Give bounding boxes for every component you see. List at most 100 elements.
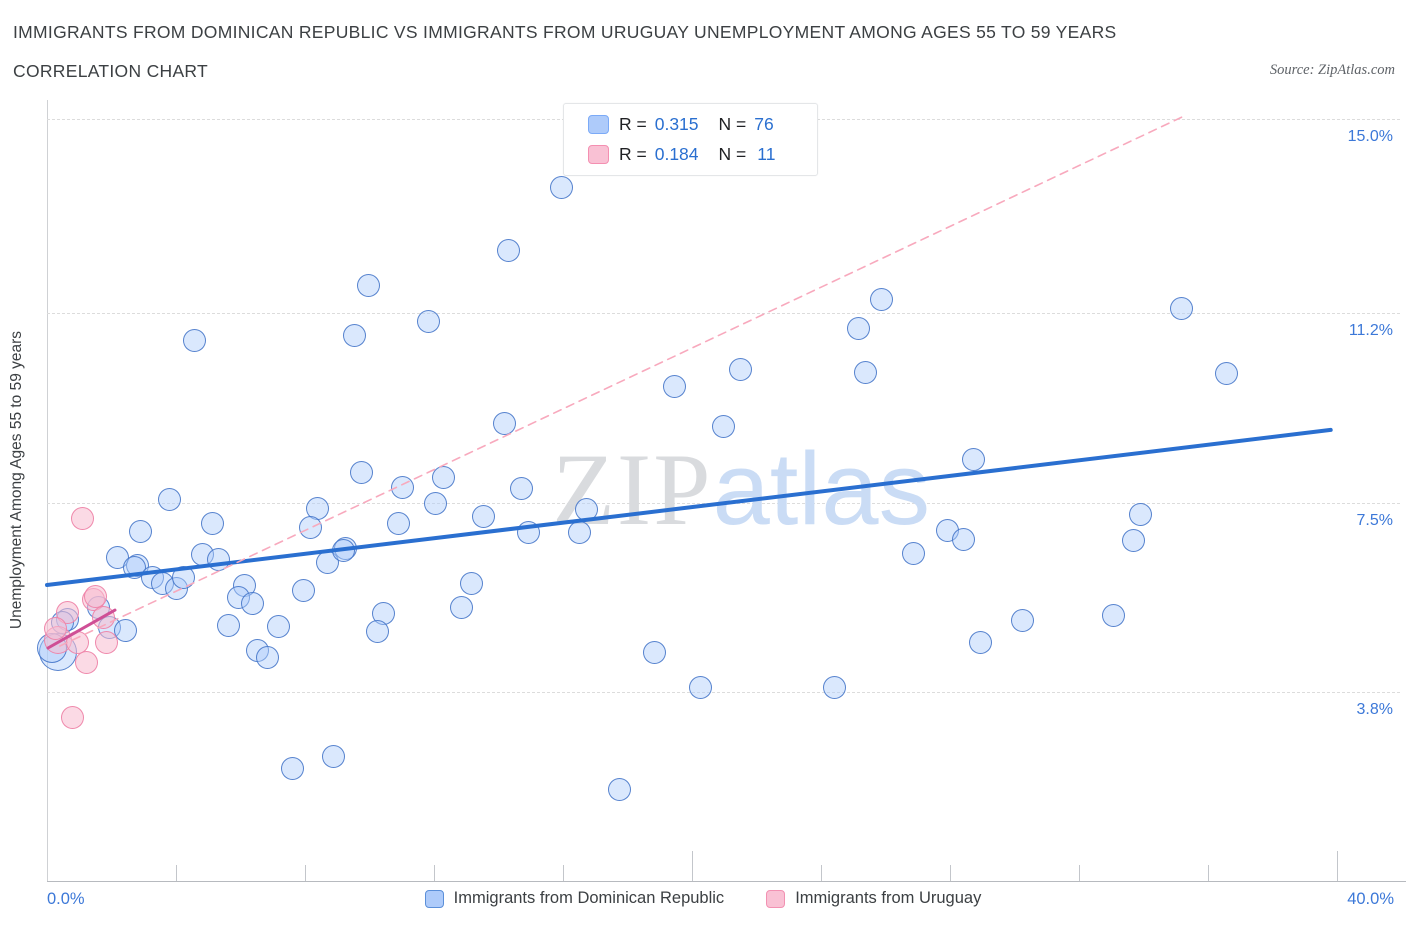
dominican-swatch-icon bbox=[424, 889, 444, 908]
x-tick bbox=[305, 865, 306, 881]
data-point-blue bbox=[662, 375, 686, 399]
data-point-blue bbox=[567, 521, 591, 545]
data-point-blue bbox=[902, 542, 926, 566]
data-point-blue bbox=[961, 447, 985, 471]
data-point-blue bbox=[256, 645, 280, 669]
data-point-blue bbox=[822, 676, 846, 700]
legend-row-dominican: R = 0.315 N = 76 bbox=[564, 112, 817, 138]
legend-item-uruguay: Immigrants from Uruguay bbox=[766, 889, 981, 908]
data-point-blue bbox=[1102, 604, 1126, 628]
data-point-blue bbox=[642, 640, 666, 664]
y-axis-title: Unemployment Among Ages 55 to 59 years bbox=[8, 330, 25, 630]
data-point-blue bbox=[869, 288, 893, 312]
x-tick bbox=[950, 865, 951, 881]
x-tick bbox=[1079, 865, 1080, 881]
data-point-blue bbox=[711, 415, 735, 439]
x-tick bbox=[821, 865, 822, 881]
n-label: N = bbox=[718, 114, 747, 134]
legend-item-dominican: Immigrants from Dominican Republic bbox=[424, 889, 725, 908]
y-tick-label: 3.8% bbox=[1356, 701, 1393, 718]
data-point-blue bbox=[321, 744, 345, 768]
y-axis-line bbox=[47, 100, 48, 881]
chart-title: IMMIGRANTS FROM DOMINICAN REPUBLIC VS IM… bbox=[13, 22, 1117, 42]
data-point-blue bbox=[549, 175, 573, 199]
data-point-blue bbox=[496, 238, 520, 262]
data-point-blue bbox=[607, 778, 631, 802]
r-value-dominican: 0.315 bbox=[654, 114, 699, 134]
y-tick-label: 7.5% bbox=[1356, 511, 1393, 529]
uruguay-swatch-icon bbox=[766, 889, 786, 908]
r-label: R = bbox=[619, 114, 647, 134]
trend-line-dashed bbox=[59, 115, 1185, 647]
data-point-blue bbox=[350, 461, 374, 485]
data-point-pink bbox=[91, 606, 115, 630]
data-point-blue bbox=[391, 475, 415, 499]
n-label: N = bbox=[718, 144, 747, 164]
data-point-blue bbox=[1129, 503, 1153, 527]
x-tick bbox=[434, 865, 435, 881]
data-point-blue bbox=[182, 329, 206, 353]
data-point-blue bbox=[510, 477, 534, 501]
legend-swatch-dominican-icon bbox=[588, 115, 609, 134]
data-point-blue bbox=[969, 631, 993, 655]
data-point-blue bbox=[1121, 528, 1145, 552]
legend-label-uruguay: Immigrants from Uruguay bbox=[795, 889, 982, 907]
watermark-atlas: atlas bbox=[712, 431, 931, 546]
data-point-blue bbox=[240, 591, 264, 615]
data-point-pink bbox=[83, 585, 107, 609]
legend-label-dominican: Immigrants from Dominican Republic bbox=[453, 889, 725, 907]
chart-subtitle: CORRELATION CHART bbox=[13, 61, 209, 81]
n-value-uruguay: 11 bbox=[757, 144, 776, 164]
legend-row-uruguay: R = 0.184 N = 11 bbox=[564, 142, 817, 168]
data-point-blue bbox=[846, 316, 870, 340]
data-point-blue bbox=[1011, 609, 1035, 633]
correlation-legend-box: R = 0.315 N = 76 R = 0.184 N = 11 bbox=[563, 103, 818, 176]
data-point-pink bbox=[95, 631, 119, 655]
r-value-uruguay: 0.184 bbox=[654, 144, 699, 164]
y-tick-label: 11.2% bbox=[1348, 322, 1393, 340]
x-tick bbox=[563, 865, 564, 881]
data-point-blue bbox=[386, 511, 410, 535]
data-point-blue bbox=[417, 310, 441, 334]
data-point-blue bbox=[492, 411, 516, 435]
data-point-blue bbox=[356, 273, 380, 297]
data-point-blue bbox=[688, 676, 712, 700]
data-point-blue bbox=[471, 505, 495, 529]
legend-swatch-uruguay-icon bbox=[588, 145, 609, 164]
n-value-dominican: 76 bbox=[754, 114, 774, 134]
x-tick bbox=[176, 865, 177, 881]
data-point-blue bbox=[459, 571, 483, 595]
data-point-blue bbox=[331, 538, 355, 562]
data-point-blue bbox=[200, 511, 224, 535]
x-axis-max-label: 40.0% bbox=[1347, 890, 1394, 908]
data-point-blue bbox=[128, 520, 152, 544]
data-point-blue bbox=[1214, 361, 1238, 385]
data-point-pink bbox=[60, 705, 84, 729]
data-point-blue bbox=[291, 578, 315, 602]
data-point-blue bbox=[171, 566, 195, 590]
data-point-blue bbox=[854, 360, 878, 384]
gridline bbox=[47, 313, 1400, 315]
data-point-blue bbox=[516, 521, 540, 545]
data-point-blue bbox=[298, 515, 322, 539]
data-point-pink bbox=[43, 616, 67, 640]
data-point-blue bbox=[266, 614, 290, 638]
data-point-blue bbox=[216, 613, 240, 637]
x-tick bbox=[1337, 851, 1338, 881]
data-point-blue bbox=[728, 357, 752, 381]
data-point-blue bbox=[206, 548, 230, 572]
data-point-blue bbox=[281, 757, 305, 781]
series-legend: Immigrants from Dominican Republic Immig… bbox=[0, 889, 1406, 908]
x-tick bbox=[692, 851, 693, 881]
r-label: R = bbox=[619, 144, 647, 164]
data-point-blue bbox=[1169, 296, 1193, 320]
x-axis-line bbox=[47, 881, 1406, 882]
data-point-blue bbox=[157, 487, 181, 511]
x-axis-min-label: 0.0% bbox=[47, 890, 85, 908]
data-point-blue bbox=[423, 491, 447, 515]
source-attribution: Source: ZipAtlas.com bbox=[1269, 62, 1395, 78]
data-point-blue bbox=[449, 595, 473, 619]
data-point-blue bbox=[431, 465, 455, 489]
y-tick-label: 15.0% bbox=[1347, 127, 1393, 145]
